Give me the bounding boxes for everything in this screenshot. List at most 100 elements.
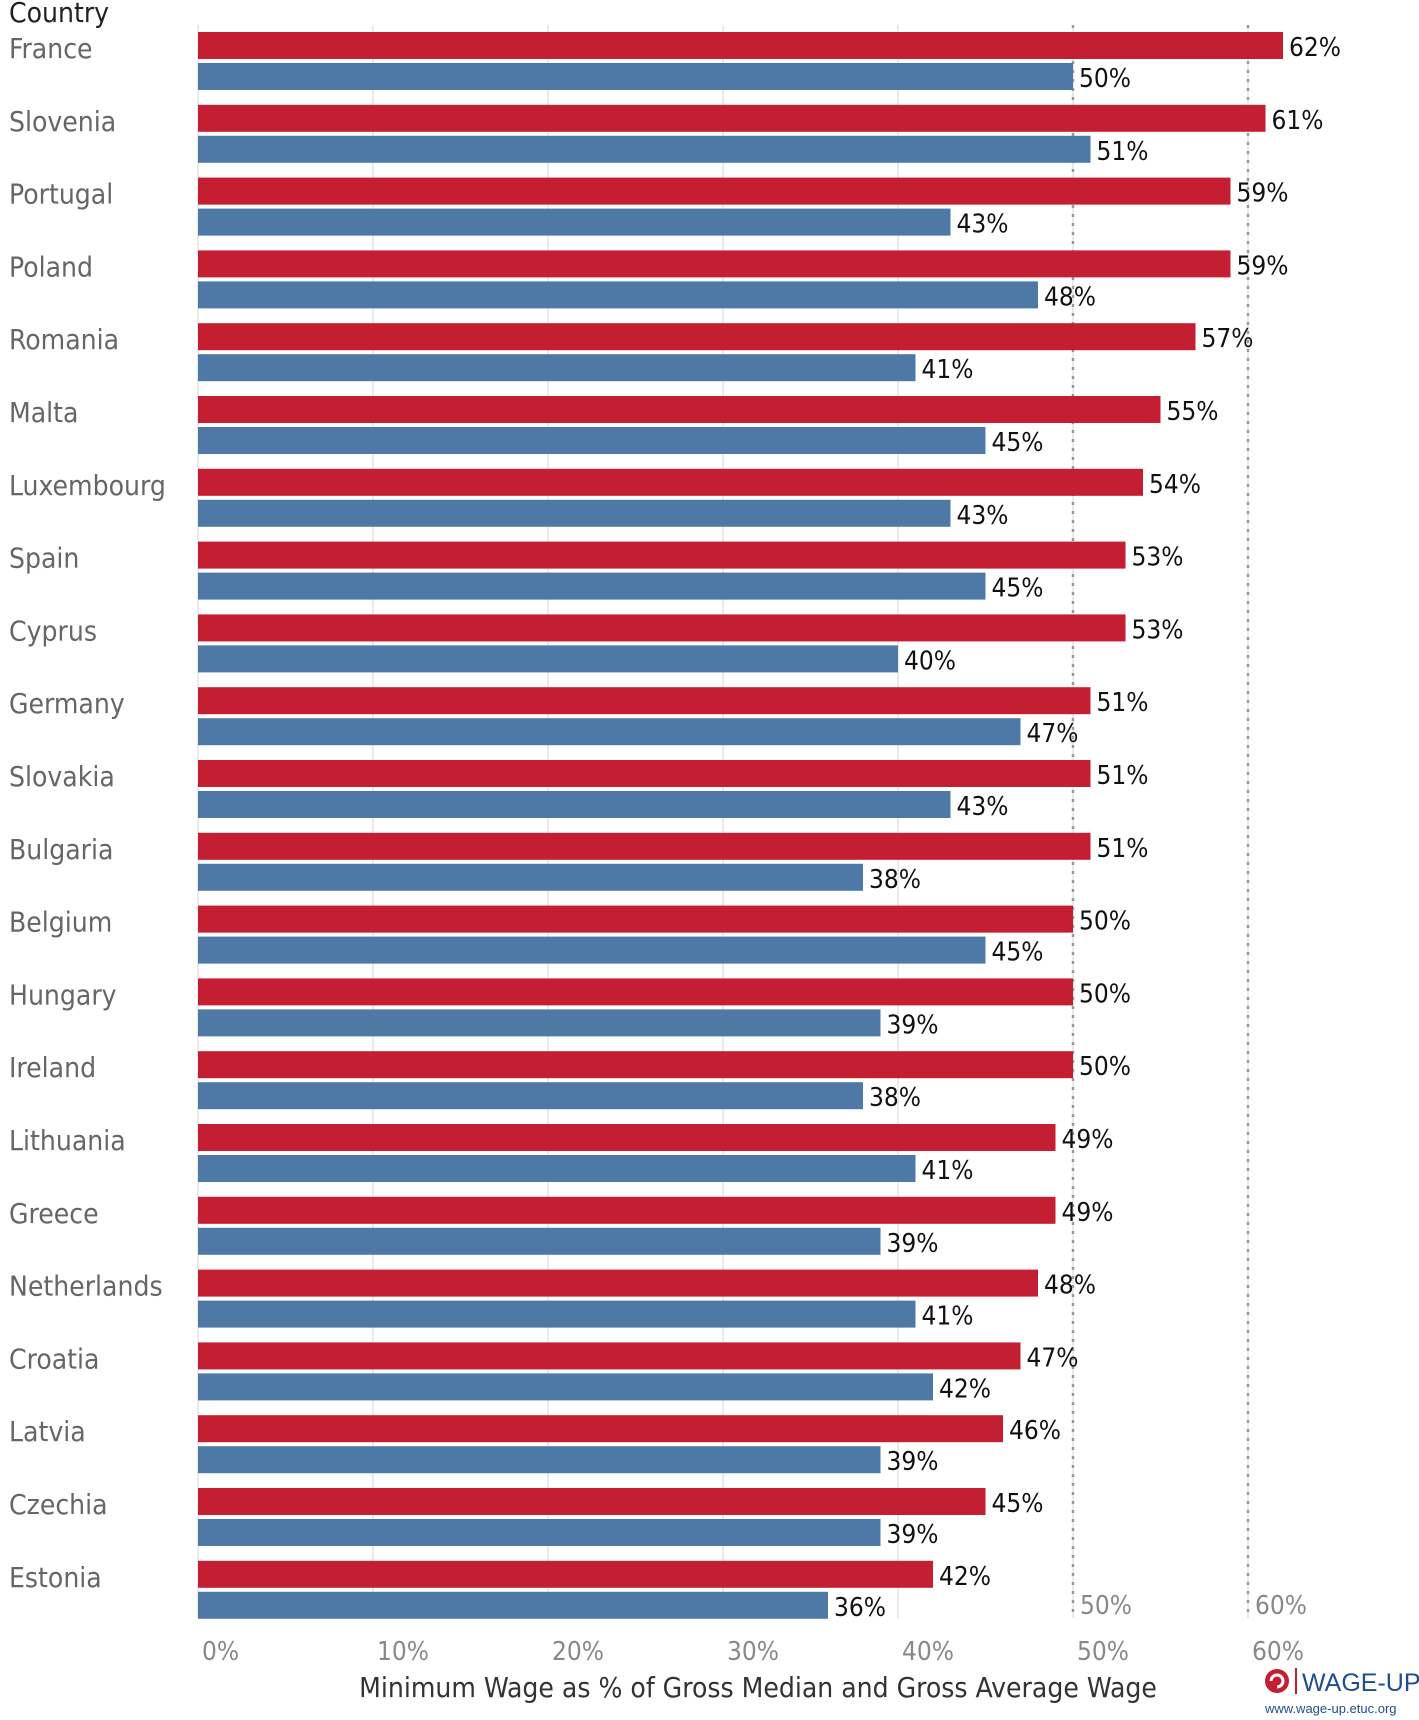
reference-line-label: 60%	[1255, 1591, 1307, 1621]
data-label: 59%	[1237, 251, 1289, 281]
data-label: 36%	[834, 1593, 886, 1623]
bar	[198, 1082, 863, 1110]
category-axis-header: Country	[9, 0, 109, 29]
bar	[198, 281, 1038, 309]
bar	[198, 1446, 881, 1474]
data-label: 45%	[992, 574, 1044, 604]
category-label: Hungary	[9, 978, 117, 1011]
data-label: 51%	[1097, 761, 1149, 791]
bar	[198, 177, 1231, 205]
data-label: 49%	[1062, 1125, 1114, 1155]
bar	[198, 1227, 881, 1255]
data-label: 42%	[939, 1562, 991, 1592]
bar	[198, 718, 1021, 746]
brand-logo-icon-mark	[1269, 1673, 1285, 1689]
bar	[198, 32, 1283, 59]
data-label: 43%	[957, 501, 1009, 531]
category-label: Spain	[9, 542, 79, 575]
data-label: 46%	[1009, 1416, 1061, 1446]
data-label: 62%	[1289, 33, 1341, 63]
bar	[198, 1488, 986, 1515]
bar	[198, 135, 1091, 163]
x-tick-label: 20%	[552, 1637, 604, 1667]
x-tick-label: 30%	[727, 1637, 779, 1667]
bar	[198, 468, 1143, 496]
bar	[198, 208, 951, 236]
bar	[198, 1155, 916, 1182]
data-label: 48%	[1044, 282, 1096, 312]
bar	[198, 250, 1231, 278]
data-label: 57%	[1202, 324, 1254, 354]
data-label: 50%	[1079, 907, 1131, 937]
data-label: 41%	[922, 355, 974, 385]
bar	[198, 645, 898, 673]
bar	[198, 791, 951, 818]
brand-divider	[1295, 1668, 1297, 1694]
x-tick-label: 60%	[1252, 1637, 1304, 1667]
data-label: 38%	[869, 865, 921, 895]
bar	[198, 863, 863, 891]
bar	[198, 1415, 1003, 1443]
data-label: 55%	[1167, 397, 1219, 427]
data-label: 45%	[992, 428, 1044, 458]
bar	[198, 760, 1091, 787]
category-label: Portugal	[9, 178, 113, 211]
category-label: Belgium	[9, 906, 112, 939]
category-label: Malta	[9, 396, 78, 429]
brand-url: www.wage-up.etuc.org	[1264, 1701, 1397, 1716]
x-tick-label: 10%	[377, 1637, 429, 1667]
bars: 62% 50% 61% 51% 59% 43% 59% 48% 57% 41% 55% 45% 54% 4…	[198, 32, 1341, 1623]
bar	[198, 1300, 916, 1328]
category-label: Slovakia	[9, 760, 115, 793]
data-label: 39%	[887, 1447, 939, 1477]
data-label: 54%	[1149, 470, 1201, 500]
data-label: 45%	[992, 938, 1044, 968]
bar	[198, 905, 1073, 933]
brand-logo: WAGE-UP www.wage-up.etuc.org	[1264, 1668, 1419, 1716]
category-label: Lithuania	[9, 1124, 126, 1157]
data-label: 39%	[887, 1229, 939, 1259]
bar	[198, 354, 916, 382]
bar	[198, 541, 1126, 569]
x-tick-label: 40%	[902, 1637, 954, 1667]
bar	[198, 1051, 1073, 1079]
bar	[198, 572, 986, 600]
bar	[198, 936, 986, 964]
data-label: 53%	[1132, 543, 1184, 573]
data-label: 39%	[887, 1010, 939, 1040]
bar	[198, 1009, 881, 1037]
bar	[198, 1591, 828, 1619]
bar	[198, 396, 1161, 423]
category-label: Croatia	[9, 1342, 99, 1375]
category-label: Slovenia	[9, 105, 116, 138]
x-axis-ticks: 0% 10% 20% 30% 40% 50% 60%	[202, 1637, 1304, 1667]
data-label: 41%	[922, 1156, 974, 1186]
category-label: Ireland	[9, 1051, 96, 1084]
category-label: Bulgaria	[9, 833, 113, 866]
bar	[198, 63, 1073, 90]
bar	[198, 978, 1073, 1006]
data-label: 49%	[1062, 1198, 1114, 1228]
bar	[198, 614, 1126, 642]
category-label: Greece	[9, 1197, 99, 1230]
bar	[198, 1373, 933, 1401]
reference-lines: 50% 60%	[1071, 25, 1307, 1621]
brand-logo-icon	[1265, 1669, 1289, 1693]
x-axis-title: Minimum Wage as % of Gross Median and Gr…	[359, 1671, 1157, 1704]
data-label: 41%	[922, 1302, 974, 1332]
category-label: Czechia	[9, 1488, 108, 1521]
data-label: 42%	[939, 1374, 991, 1404]
category-label: Poland	[9, 250, 93, 283]
x-tick-label: 50%	[1077, 1637, 1129, 1667]
data-label: 45%	[992, 1489, 1044, 1519]
category-labels: France Slovenia Portugal Poland Romania Malta…	[9, 32, 166, 1594]
bar	[198, 687, 1091, 715]
bar	[198, 323, 1196, 351]
data-label: 50%	[1079, 1052, 1131, 1082]
category-label: Netherlands	[9, 1270, 163, 1303]
data-label: 51%	[1097, 137, 1149, 167]
data-label: 43%	[957, 792, 1009, 822]
category-label: Romania	[9, 323, 119, 356]
bar	[198, 1124, 1056, 1151]
